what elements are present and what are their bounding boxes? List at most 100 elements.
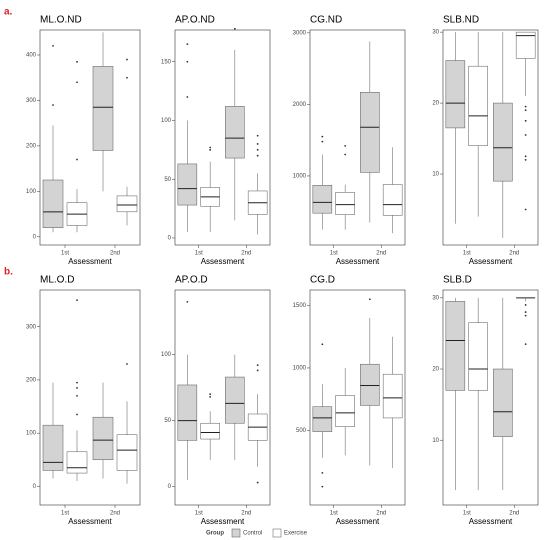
box bbox=[360, 363, 380, 406]
outlier bbox=[126, 363, 128, 365]
box bbox=[312, 406, 333, 432]
y-tick-label: 1000 bbox=[293, 366, 307, 372]
plot-frame bbox=[442, 29, 539, 246]
outlier bbox=[186, 300, 189, 303]
legend-title: Group bbox=[206, 531, 224, 537]
outlier bbox=[209, 148, 212, 151]
x-tick-label: 2nd bbox=[509, 511, 519, 517]
box bbox=[200, 422, 220, 440]
box bbox=[382, 184, 403, 216]
outlier bbox=[524, 314, 527, 317]
outlier bbox=[126, 58, 128, 61]
box bbox=[493, 368, 513, 437]
y-tick-label: 0 bbox=[168, 236, 172, 242]
y-tick-label: 0 bbox=[168, 484, 172, 490]
legend-swatch bbox=[231, 528, 241, 538]
y-tick-label: 0 bbox=[33, 234, 37, 240]
plot-frame bbox=[39, 29, 141, 246]
box bbox=[335, 395, 355, 427]
x-tick-label: 2nd bbox=[110, 251, 120, 257]
y-tick-label: 100 bbox=[26, 431, 37, 437]
outlier bbox=[256, 134, 259, 137]
box bbox=[42, 424, 64, 471]
x-tick-label: 2nd bbox=[241, 251, 251, 257]
x-tick-label: 1st bbox=[463, 251, 471, 257]
outlier bbox=[76, 395, 78, 397]
outlier bbox=[524, 134, 527, 136]
outlier bbox=[321, 140, 324, 143]
box bbox=[177, 163, 198, 206]
x-axis-label: Assessment bbox=[469, 257, 513, 266]
box bbox=[445, 60, 466, 129]
outlier bbox=[524, 119, 527, 122]
x-tick-label: 2nd bbox=[376, 511, 386, 517]
y-tick-label: 30 bbox=[432, 30, 439, 36]
y-tick-label: 400 bbox=[26, 53, 37, 59]
chart-title: SLB.ND bbox=[443, 15, 479, 26]
y-tick-label: 1000 bbox=[293, 174, 307, 180]
x-tick-label: 2nd bbox=[110, 511, 120, 517]
y-tick-label: 0 bbox=[33, 484, 37, 490]
y-tick-label: 100 bbox=[161, 118, 172, 124]
x-tick-label: 1st bbox=[195, 511, 203, 517]
outlier bbox=[126, 76, 128, 79]
chart-title: SLB.D bbox=[443, 275, 472, 286]
y-tick-label: 200 bbox=[26, 378, 37, 384]
outlier bbox=[76, 413, 78, 416]
x-axis-label: Assessment bbox=[201, 517, 245, 526]
panel-label: a. bbox=[4, 7, 13, 18]
y-tick-label: 50 bbox=[164, 177, 171, 183]
plot-frame bbox=[442, 289, 539, 506]
outlier bbox=[524, 304, 527, 306]
box bbox=[92, 416, 114, 461]
x-tick-label: 2nd bbox=[241, 511, 251, 517]
plot-frame bbox=[39, 289, 141, 506]
chart-title: CG.ND bbox=[310, 15, 342, 26]
plot-frame bbox=[309, 29, 406, 246]
y-tick-label: 100 bbox=[26, 189, 37, 195]
outlier bbox=[209, 146, 212, 149]
box bbox=[42, 179, 64, 228]
y-tick-label: 50 bbox=[164, 418, 171, 424]
outlier bbox=[256, 364, 259, 367]
box bbox=[116, 195, 138, 213]
box bbox=[468, 65, 488, 146]
chart-title: AP.O.ND bbox=[175, 15, 215, 26]
x-axis-label: Assessment bbox=[201, 257, 245, 266]
outlier bbox=[256, 369, 259, 372]
outlier bbox=[256, 154, 259, 157]
outlier bbox=[233, 27, 236, 30]
plot-frame bbox=[309, 289, 406, 506]
box bbox=[312, 185, 333, 214]
x-axis-label: Assessment bbox=[469, 517, 513, 526]
outlier bbox=[76, 158, 78, 161]
x-tick-label: 1st bbox=[330, 251, 338, 257]
box bbox=[225, 376, 245, 424]
y-tick-label: 200 bbox=[26, 143, 37, 149]
x-axis-label: Assessment bbox=[68, 257, 112, 266]
outlier bbox=[186, 43, 189, 45]
outlier bbox=[209, 395, 212, 398]
chart-title: ML.O.D bbox=[40, 275, 74, 286]
box bbox=[445, 301, 466, 391]
outlier bbox=[52, 104, 54, 106]
outlier bbox=[76, 60, 78, 63]
outlier bbox=[344, 145, 347, 147]
outlier bbox=[76, 81, 78, 84]
y-tick-label: 10 bbox=[432, 438, 439, 444]
y-tick-label: 1500 bbox=[293, 303, 307, 309]
legend-label: Exercise bbox=[284, 531, 308, 537]
outlier bbox=[524, 343, 527, 346]
x-axis-label: Assessment bbox=[336, 517, 380, 526]
box bbox=[360, 91, 380, 173]
outlier bbox=[524, 311, 527, 313]
legend-label: Control bbox=[243, 531, 262, 537]
y-tick-label: 10 bbox=[432, 172, 439, 178]
outlier bbox=[76, 299, 78, 302]
y-tick-label: 150 bbox=[161, 59, 172, 65]
box bbox=[493, 102, 513, 182]
outlier bbox=[321, 485, 324, 488]
outlier bbox=[524, 158, 527, 161]
y-tick-label: 500 bbox=[296, 428, 307, 434]
y-tick-label: 20 bbox=[432, 101, 439, 107]
